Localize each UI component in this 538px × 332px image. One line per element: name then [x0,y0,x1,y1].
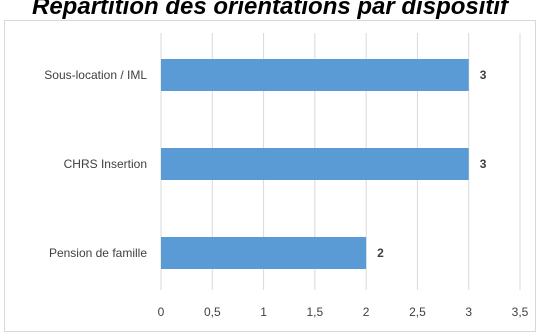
x-tick-label: 2 [363,305,370,319]
x-tick-label: 3,5 [512,305,529,319]
category-label: Sous-location / IML [44,68,147,82]
chart-title: Répartition des orientations par disposi… [32,0,509,20]
bar [161,237,367,269]
value-label: 3 [480,157,487,171]
value-label: 3 [480,68,487,82]
x-tick-label: 3 [465,305,472,319]
x-tick-label: 1 [260,305,267,319]
value-label: 2 [377,246,384,260]
x-tick-label: 0 [158,305,165,319]
x-tick-label: 2,5 [409,305,426,319]
bars [161,59,469,269]
x-tick-label: 0,5 [204,305,221,319]
category-labels: Sous-location / IML CHRS Insertion Pension… [44,68,147,260]
bar [161,59,469,91]
x-tick-label: 1,5 [307,305,324,319]
x-axis-tick-labels: 0 0,5 1 1,5 2 2,5 3 3,5 [158,305,529,319]
category-label: Pension de famille [49,246,147,260]
category-label: CHRS Insertion [64,157,147,171]
value-labels: 3 3 2 [377,68,487,260]
bar [161,148,469,180]
